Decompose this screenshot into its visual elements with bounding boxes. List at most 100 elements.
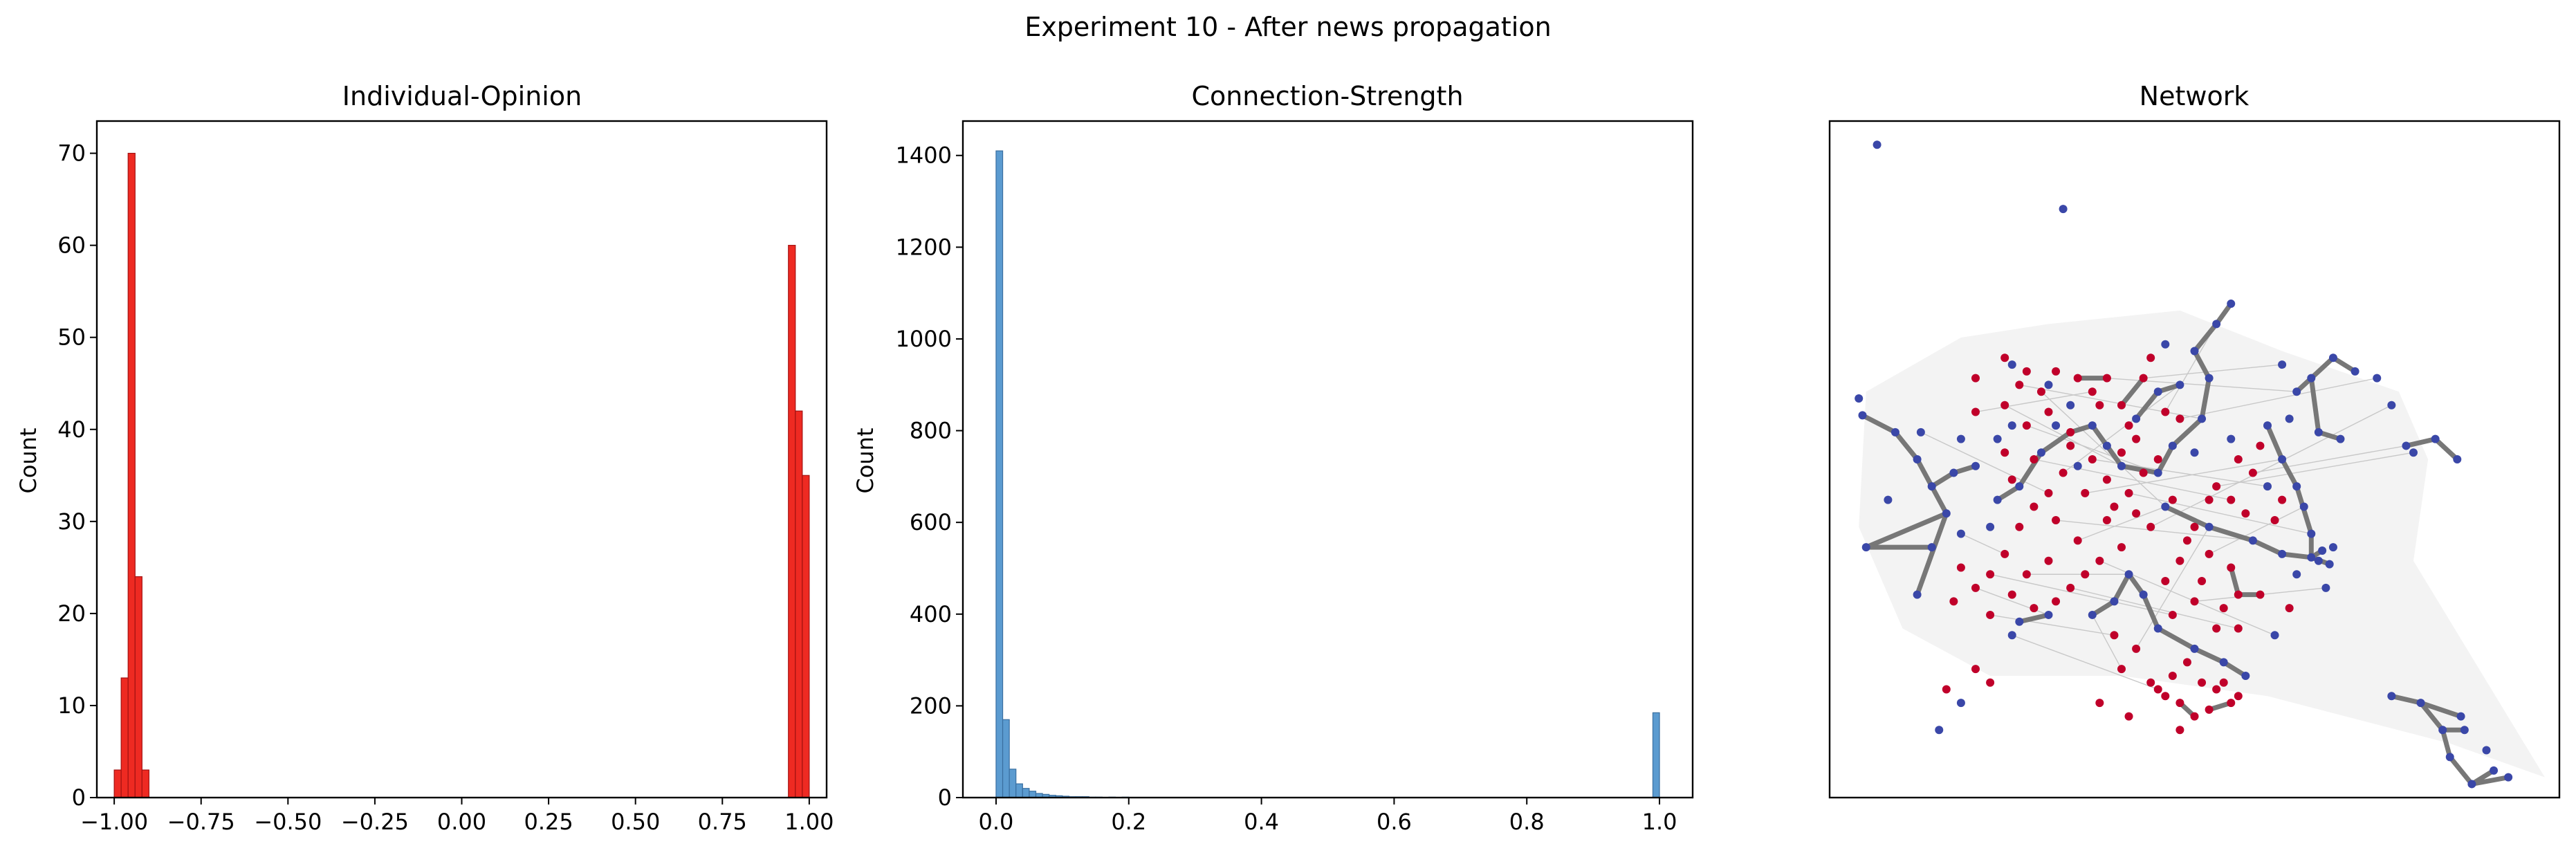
- weak-edge: [2252, 445, 2407, 474]
- network-node-negative: [1949, 597, 1958, 606]
- network-node-negative: [2132, 644, 2141, 653]
- network-node-positive: [2292, 482, 2301, 491]
- strong-edge: [2214, 301, 2234, 327]
- strong-edge: [2119, 376, 2146, 408]
- network-node-positive: [1986, 522, 1995, 531]
- network-node-negative: [2095, 699, 2104, 708]
- network-node-positive: [2088, 421, 2097, 430]
- network-node-positive: [2241, 671, 2250, 680]
- network-node-negative: [2000, 549, 2009, 558]
- network-node-negative: [2190, 712, 2199, 721]
- network-node-positive: [2321, 583, 2330, 592]
- histogram-bar: [802, 475, 810, 798]
- strong-edge: [2469, 775, 2511, 787]
- network-node-positive: [2263, 421, 2272, 430]
- network-node-positive: [2336, 434, 2345, 443]
- strong-edge: [2418, 700, 2464, 719]
- weak-edge: [1989, 614, 2115, 636]
- network-node-negative: [2278, 495, 2287, 504]
- strong-edge: [1859, 412, 1898, 435]
- strong-edge: [2330, 355, 2358, 374]
- network-node-positive: [2350, 367, 2359, 376]
- network-node-positive: [2190, 347, 2199, 356]
- network-node-positive: [2278, 455, 2287, 463]
- x-tick-label: −0.50: [254, 809, 322, 835]
- network-node-positive: [1993, 495, 2002, 504]
- network-node-negative: [2168, 671, 2177, 680]
- network-node-negative: [2110, 502, 2119, 511]
- network-node-positive: [2482, 746, 2491, 755]
- network-node-negative: [2073, 374, 2082, 383]
- network-node-negative: [1942, 685, 1951, 694]
- network-node-negative: [2198, 577, 2207, 586]
- network-node-negative: [2022, 570, 2031, 579]
- network-node-negative: [2139, 468, 2148, 477]
- histogram-bar: [1029, 791, 1037, 798]
- network-node-positive: [2117, 461, 2126, 470]
- strong-edge: [1929, 470, 1956, 489]
- weak-edge: [2128, 493, 2312, 535]
- weak-edge: [2070, 587, 2238, 629]
- network-node-positive: [2110, 597, 2119, 606]
- weak-edge: [2041, 391, 2166, 507]
- histogram-bar: [127, 152, 136, 798]
- network-node-negative: [2175, 726, 2184, 735]
- network-node-negative: [2015, 380, 2024, 389]
- y-tick-label: 600: [910, 509, 952, 535]
- network-node-positive: [1956, 434, 1965, 443]
- network-node-positive: [2153, 387, 2162, 396]
- network-node-negative: [2030, 502, 2039, 511]
- opinion-histogram-panel: Individual-Opinion Count −1.00 −0.75 −0.50…: [15, 81, 834, 835]
- network-node-positive: [2325, 560, 2334, 569]
- network-nodes: [1855, 140, 2513, 789]
- network-node-negative: [2168, 610, 2177, 619]
- network-node-negative: [2219, 604, 2228, 613]
- x-tick-label: 0.50: [611, 809, 660, 835]
- network-node-positive: [2007, 631, 2016, 640]
- histogram-bar: [1009, 769, 1017, 798]
- histogram-bar: [788, 245, 796, 798]
- network-node-negative: [2095, 556, 2104, 565]
- network-node-negative: [2015, 522, 2024, 531]
- network-node-positive: [2328, 353, 2337, 362]
- network-node-negative: [2182, 658, 2191, 667]
- figure-title: Experiment 10 - After news propagation: [1024, 12, 1551, 42]
- network-node-positive: [2445, 753, 2454, 762]
- network-node-positive: [2387, 401, 2396, 410]
- strong-edge: [2119, 463, 2161, 476]
- network-node-positive: [1890, 428, 1899, 436]
- strength-histogram-panel: Connection-Strength Count 0.0 0.2 0.4 0.6 0.…: [852, 81, 1694, 835]
- network-node-positive: [2190, 448, 2199, 457]
- strong-edge: [2192, 646, 2227, 665]
- histogram-bar: [1015, 783, 1023, 798]
- network-node-negative: [2234, 590, 2243, 599]
- network-node-negative: [2036, 387, 2045, 396]
- network-node-negative: [2059, 468, 2068, 477]
- network-node-positive: [2059, 205, 2068, 214]
- strong-edge: [1915, 511, 1949, 598]
- histogram-bar: [113, 769, 122, 798]
- network-node-positive: [2044, 610, 2053, 619]
- strength-histogram-xticks: 0.0 0.2 0.4 0.6 0.8 1.0: [979, 798, 1677, 835]
- network-node-negative: [2110, 631, 2119, 640]
- strong-edge: [1915, 457, 1935, 489]
- network-node-positive: [2490, 766, 2499, 775]
- network-node-positive: [2314, 556, 2323, 565]
- network-node-positive: [2314, 428, 2323, 436]
- network-node-positive: [1949, 468, 1958, 477]
- network-node-negative: [2212, 685, 2221, 694]
- network-node-positive: [1942, 509, 1951, 518]
- y-tick-label: 40: [57, 416, 86, 443]
- strong-edge: [1893, 430, 1920, 462]
- x-tick-label: 1.0: [1642, 809, 1677, 835]
- strong-edge: [2221, 659, 2248, 679]
- x-tick-label: 0.4: [1244, 809, 1279, 835]
- network-node-positive: [2219, 658, 2228, 667]
- weak-edge: [2034, 459, 2232, 501]
- network-node-negative: [2234, 624, 2243, 633]
- y-tick-label: 30: [57, 508, 86, 535]
- y-tick-label: 1000: [896, 326, 952, 352]
- x-tick-label: −0.75: [167, 809, 235, 835]
- strong-edge: [2403, 436, 2438, 448]
